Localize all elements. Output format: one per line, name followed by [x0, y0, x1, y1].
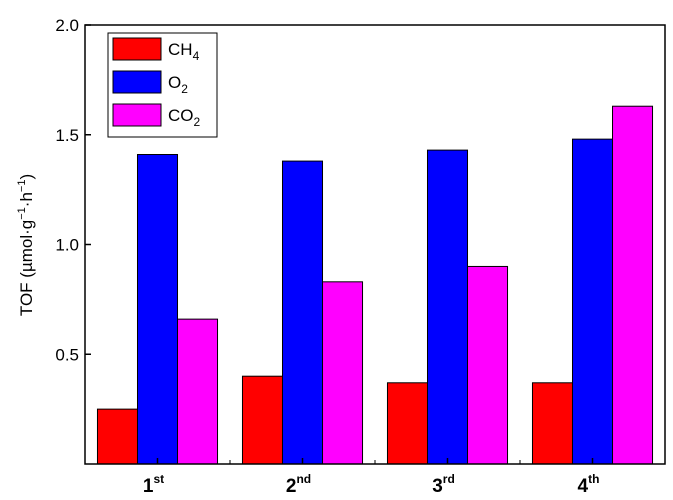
y-axis-title-sup1: −1 — [16, 207, 28, 220]
y-tick-label: 2.0 — [55, 16, 79, 35]
legend-label-main: CO — [168, 106, 194, 125]
x-tick-label-number: 4 — [578, 476, 589, 497]
bar-co2-1 — [177, 318, 219, 465]
y-axis-title-sup2: −1 — [16, 180, 28, 193]
bar-ch4-3 — [386, 382, 428, 465]
x-tick-label: 1st — [143, 472, 164, 497]
x-tick-label-number: 2 — [286, 476, 297, 497]
legend-swatch-co2 — [112, 103, 162, 127]
bar-ch4-1 — [96, 408, 138, 465]
bar-o2-1 — [136, 154, 179, 465]
legend-label-o2: O2 — [168, 73, 188, 96]
y-axis-title-prefix: TOF (µmol·g — [17, 220, 36, 316]
x-tick-label-suffix: th — [588, 472, 599, 486]
x-tick-label-number: 3 — [432, 476, 443, 497]
legend-label-subscript: 2 — [181, 82, 188, 96]
bar-co2-2 — [322, 281, 364, 465]
legend-label-ch4: CH4 — [168, 40, 200, 63]
x-tick-label: 2nd — [286, 472, 311, 497]
x-tick-label: 3rd — [432, 472, 455, 497]
legend-label-co2: CO2 — [168, 106, 201, 129]
x-tick-label-number: 1 — [143, 476, 154, 497]
x-tick-label: 4th — [578, 472, 600, 497]
bar-o2-4 — [571, 138, 614, 465]
y-axis-ticks: 0.5 1.0 1.5 2.0 — [55, 16, 91, 364]
legend-label-main: O — [168, 73, 181, 92]
bar-ch4-4 — [531, 382, 573, 465]
y-tick-label: 1.0 — [55, 236, 79, 255]
bar-o2-3 — [426, 149, 469, 465]
bar-co2-3 — [467, 265, 509, 465]
bars-group — [96, 105, 654, 465]
y-axis-title-suffix: ) — [17, 174, 36, 180]
bar-co2-4 — [612, 105, 654, 465]
legend-label-main: CH — [168, 40, 193, 59]
x-tick-label-suffix: rd — [443, 472, 455, 486]
x-tick-label-suffix: nd — [296, 472, 311, 486]
bar-o2-2 — [281, 160, 324, 465]
y-tick-label: 0.5 — [55, 345, 79, 364]
legend-swatch-ch4 — [112, 37, 162, 61]
bar-ch4-2 — [241, 375, 283, 465]
y-axis-title-mid: ·h — [17, 192, 36, 207]
legend-label-subscript: 4 — [193, 49, 200, 63]
legend-swatch-o2 — [112, 70, 162, 94]
x-axis-ticks: 1st 2nd 3rd 4th — [143, 458, 600, 497]
y-axis-title: TOF (µmol·g−1·h−1) — [16, 174, 36, 316]
x-tick-label-suffix: st — [153, 472, 164, 486]
y-tick-label: 1.5 — [55, 126, 79, 145]
legend-label-subscript: 2 — [194, 115, 201, 129]
